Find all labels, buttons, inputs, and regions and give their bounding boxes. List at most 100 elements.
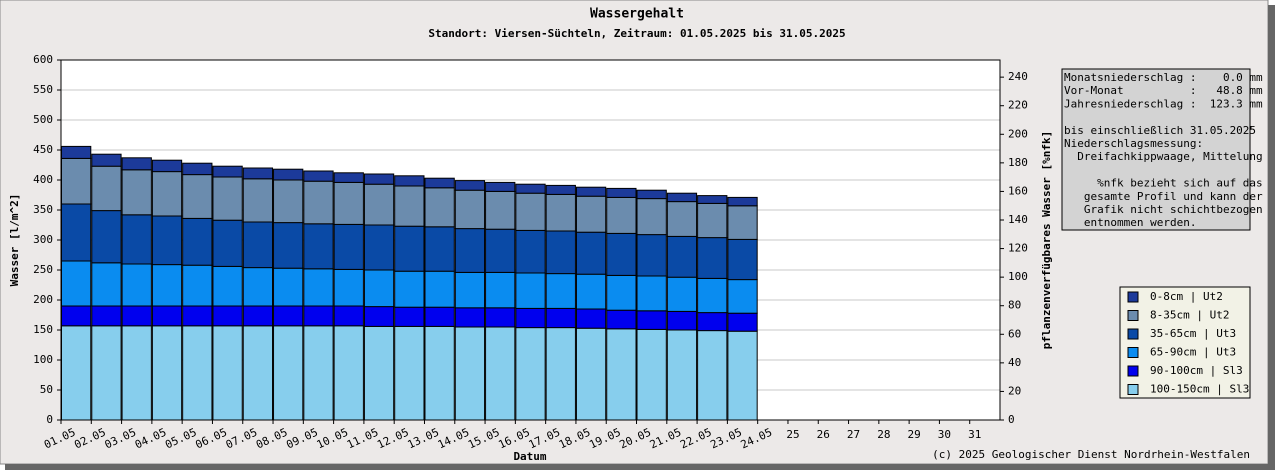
bar-segment — [212, 325, 243, 421]
y-axis-label: Wasser [l/m^2] — [8, 194, 21, 287]
bar-segment — [61, 145, 92, 159]
shadow — [5, 464, 1275, 470]
bar-segment — [636, 275, 667, 312]
bar-segment — [91, 153, 122, 167]
bar-segment — [333, 305, 364, 327]
legend-label: 90-100cm | Sl3 — [1150, 364, 1243, 377]
bar-segment — [151, 325, 183, 421]
info-text: gesamte Profil und kann der — [1064, 190, 1263, 203]
y-tick-label: 0 — [46, 413, 53, 426]
bar-segment — [485, 326, 516, 421]
bar-segment — [303, 170, 334, 182]
bar-segment — [545, 193, 576, 232]
x-tick-label: 27 — [847, 428, 860, 441]
bar-segment — [363, 224, 395, 271]
info-text: Jahresniederschlag : 123.3 mm — [1064, 97, 1263, 110]
bar-segment — [273, 168, 304, 181]
bar-segment — [575, 231, 607, 275]
bar-segment — [515, 192, 546, 231]
bar-segment — [727, 279, 758, 314]
bar-segment — [394, 325, 425, 421]
bar-segment — [606, 196, 637, 234]
bar-segment — [666, 329, 698, 421]
legend-label: 8-35cm | Ut2 — [1150, 309, 1229, 322]
y2-tick-label: 20 — [1008, 384, 1021, 397]
y2-axis-label: pflanzenverfügbares Wasser [%nfk] — [1040, 131, 1053, 350]
bar-segment — [212, 219, 243, 267]
bar-segment — [394, 306, 425, 327]
x-tick-label: 29 — [908, 428, 921, 441]
info-text: bis einschließlich 31.05.2025 — [1064, 124, 1256, 137]
bar-segment — [394, 270, 425, 308]
bar-segment — [636, 328, 667, 421]
bar-segment — [273, 325, 304, 421]
bar-segment — [697, 277, 728, 314]
bar-segment — [666, 201, 698, 237]
x-tick-label: 31 — [968, 428, 981, 441]
bar-segment — [303, 268, 334, 307]
bar-segment — [121, 169, 152, 216]
bar-segment — [727, 330, 758, 421]
bar-segment — [636, 310, 667, 330]
bar-segment — [363, 325, 395, 421]
bar-segment — [242, 305, 274, 327]
bar-segment — [61, 260, 92, 307]
bar-segment — [454, 326, 486, 421]
bar-segment — [485, 307, 516, 328]
bar-segment — [424, 325, 455, 421]
x-axis-label: Datum — [513, 450, 546, 463]
bar-segment — [666, 235, 698, 278]
bar-segment — [273, 305, 304, 327]
bar-segment — [606, 328, 637, 421]
bar-segment — [515, 229, 546, 274]
bar-segment — [424, 306, 455, 327]
y-tick-label: 350 — [33, 203, 53, 216]
bar-segment — [727, 238, 758, 281]
bar-segment — [485, 181, 516, 192]
bar-segment — [151, 159, 183, 173]
bar-segment — [666, 310, 698, 331]
bar-segment — [454, 180, 486, 191]
bar-segment — [212, 305, 243, 327]
legend-label: 100-150cm | Sl3 — [1150, 383, 1249, 396]
y2-tick-label: 100 — [1008, 270, 1028, 283]
bar-segment — [697, 195, 728, 204]
bar-segment — [303, 305, 334, 327]
bar-segment — [424, 187, 455, 228]
y2-tick-label: 120 — [1008, 242, 1028, 255]
bar-segment — [333, 223, 364, 270]
plot-border — [60, 59, 1001, 421]
bar-segment — [151, 264, 183, 307]
info-text: Monatsniederschlag : 0.0 mm — [1064, 71, 1263, 84]
x-tick-label: 25 — [786, 428, 799, 441]
bar-segment — [182, 217, 213, 266]
bar-segment — [303, 223, 334, 270]
bar-segment — [575, 186, 607, 197]
bar-segment — [697, 202, 728, 239]
bar-segment — [394, 175, 425, 187]
info-box — [1061, 68, 1251, 231]
y-tick-label: 250 — [33, 263, 53, 276]
bar-segment — [333, 181, 364, 225]
bar-segment — [182, 174, 213, 219]
y2-tick-label: 240 — [1008, 70, 1028, 83]
bar-segment — [61, 157, 92, 205]
legend-swatch — [1127, 291, 1139, 303]
bar-segment — [182, 325, 213, 421]
y2-tick-label: 0 — [1008, 413, 1015, 426]
bar-segment — [91, 305, 122, 327]
bar-segment — [212, 176, 243, 221]
y-tick-label: 550 — [33, 83, 53, 96]
shadow — [1268, 5, 1275, 470]
y-tick-label: 100 — [33, 353, 53, 366]
footer: (c) 2025 Geologischer Dienst Nordrhein-W… — [932, 448, 1250, 461]
bar-segment — [424, 177, 455, 189]
legend-swatch — [1127, 328, 1139, 340]
bar-segment — [454, 189, 486, 230]
y-tick-label: 600 — [33, 53, 53, 66]
bar-segment — [485, 190, 516, 230]
bar-segment — [273, 222, 304, 269]
bar-segment — [606, 187, 637, 198]
legend-swatch — [1127, 384, 1139, 395]
bar-segment — [121, 214, 152, 265]
